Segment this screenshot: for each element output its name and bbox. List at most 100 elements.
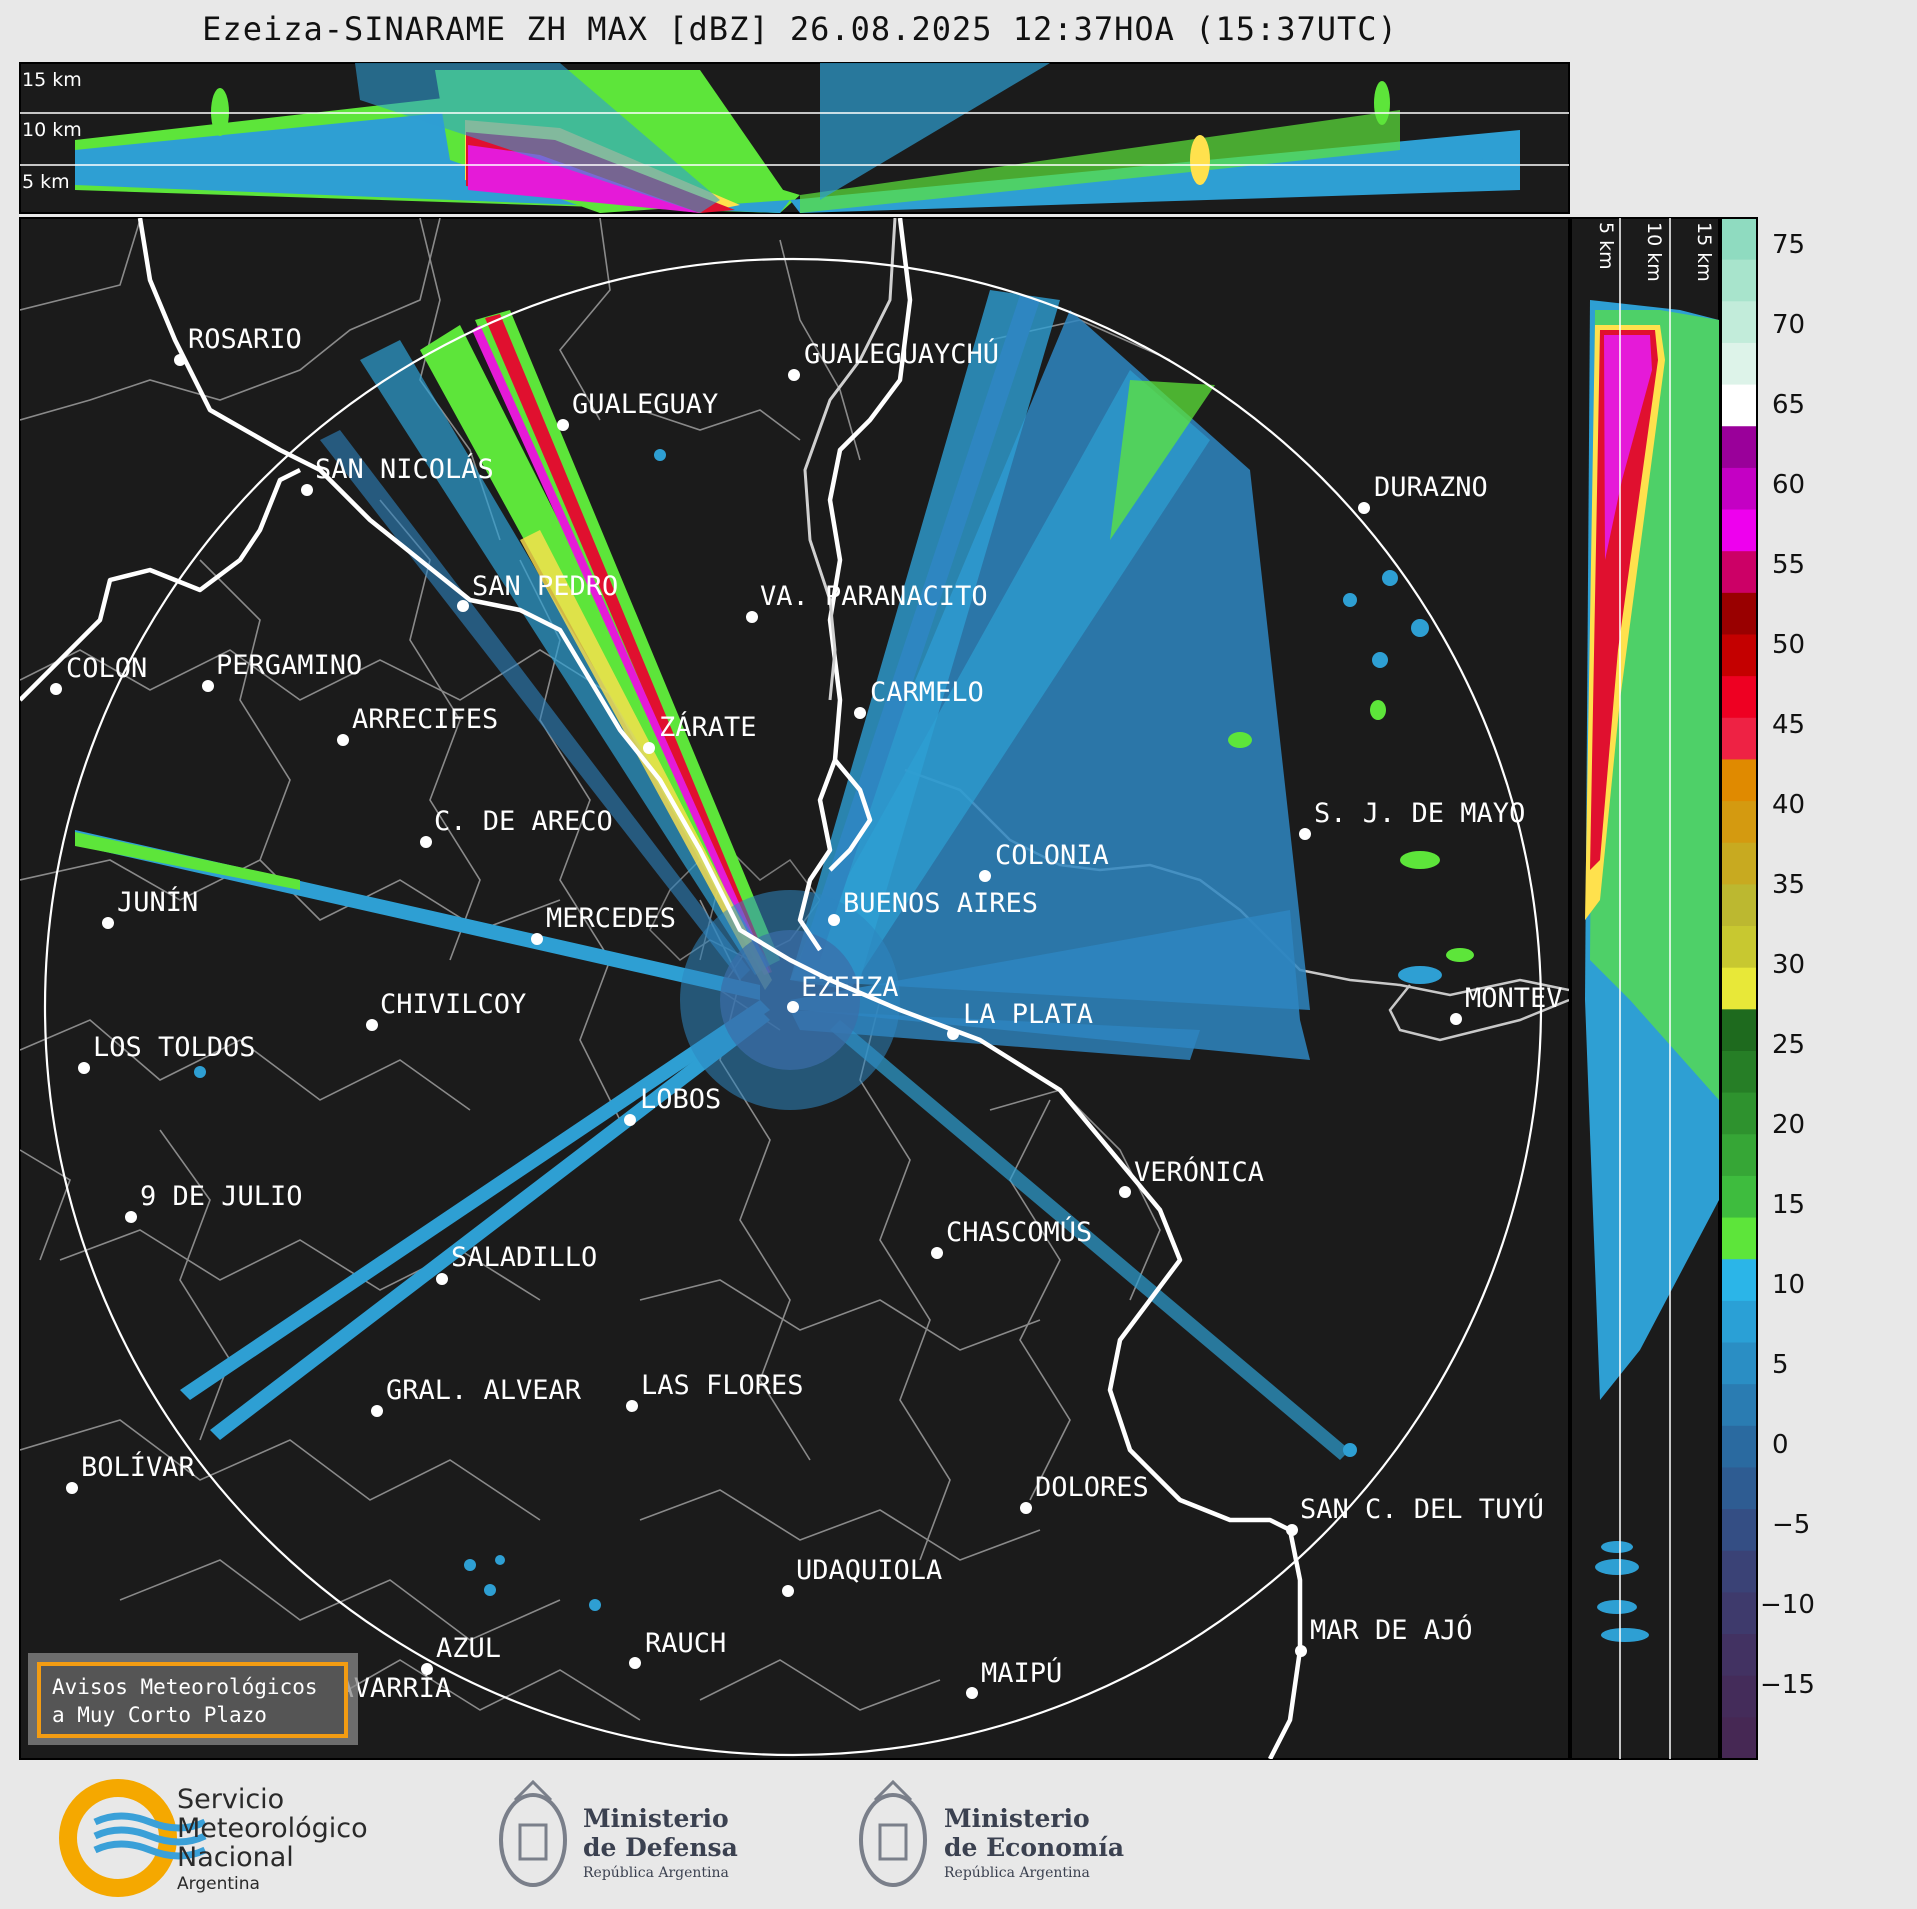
city-label: ZÁRATE — [659, 711, 757, 743]
city-label: LOBOS — [640, 1084, 721, 1115]
coastlines — [20, 218, 1303, 1759]
city-label: LA PLATA — [963, 999, 1093, 1030]
economia-line-3: República Argentina — [944, 1865, 1090, 1881]
colorbar-step — [1721, 384, 1757, 427]
smn-name-3: Nacional — [177, 1842, 294, 1873]
colorbar-step — [1721, 1717, 1757, 1760]
colorbar-step — [1721, 759, 1757, 802]
radar-map-panel: ROSARIO GUALEGUAYCHÚ GUALEGUAY SAN NICOL… — [19, 217, 1570, 1760]
colorbar-tick: 55 — [1772, 550, 1805, 580]
city-label: DOLORES — [1035, 1472, 1149, 1503]
colorbar-tick: −5 — [1772, 1510, 1810, 1540]
colorbar-tick: 15 — [1772, 1190, 1805, 1220]
city-label: ARRECIFES — [352, 704, 498, 735]
top-height-label-15: 15 km — [22, 69, 82, 91]
city-label: BOLÍVAR — [81, 1451, 196, 1483]
top-cross-section-panel: 15 km 10 km 5 km — [19, 62, 1570, 214]
city-label: MERCEDES — [546, 903, 676, 934]
smn-logo: Servicio Meteorológico Nacional Argentin… — [59, 1779, 368, 1897]
city-label: S. J. DE MAYO — [1314, 798, 1525, 829]
side-height-label-5: 5 km — [1595, 222, 1617, 270]
colorbar-tick: 60 — [1772, 470, 1805, 500]
city-label: JUNÍN — [117, 886, 198, 918]
city-label: LAS FLORES — [641, 1370, 804, 1401]
side-height-label-15: 15 km — [1693, 222, 1715, 282]
economia-logo: Ministerio de Economía República Argenti… — [859, 1779, 1124, 1887]
colorbar-step — [1721, 467, 1757, 511]
city-label: GRAL. ALVEAR — [386, 1375, 582, 1406]
range-ring — [43, 257, 1543, 1757]
colorbar-tick: 65 — [1772, 390, 1805, 420]
footer-logos: Servicio Meteorológico Nacional Argentin… — [59, 1779, 1124, 1897]
city-label: SALADILLO — [451, 1242, 597, 1273]
city-label: COLONIA — [995, 840, 1109, 871]
colorbar-step — [1721, 884, 1757, 927]
colorbar-tick: 70 — [1772, 310, 1805, 340]
colorbar-step — [1721, 259, 1757, 302]
colorbar-step — [1721, 1259, 1757, 1302]
coastline-grey — [803, 218, 897, 701]
colorbar-tick: −10 — [1760, 1590, 1815, 1620]
colorbar-tick: 35 — [1772, 870, 1805, 900]
colorbar-step — [1721, 1634, 1757, 1677]
top-height-label-10: 10 km — [22, 119, 82, 141]
city-label: MAIPÚ — [981, 1657, 1062, 1689]
colorbar-step — [1721, 1592, 1757, 1635]
colorbar-step — [1721, 1550, 1757, 1593]
colorbar-step — [1721, 218, 1757, 261]
city-label: PERGAMINO — [216, 650, 362, 681]
colorbar-tick: 5 — [1772, 1350, 1789, 1380]
city-label: CARMELO — [870, 677, 984, 708]
city-label: GUALEGUAYCHÚ — [804, 338, 999, 370]
colorbar-step — [1721, 634, 1757, 677]
colorbar-step — [1721, 1050, 1757, 1094]
defensa-line-3: República Argentina — [583, 1865, 729, 1881]
city-label: RAUCH — [645, 1628, 726, 1659]
colorbar-tick: 10 — [1772, 1270, 1805, 1300]
city-label: SAN PEDRO — [472, 571, 618, 602]
city-label: UDAQUIOLA — [796, 1555, 942, 1586]
colorbar-step — [1721, 717, 1757, 760]
city-label: VERÓNICA — [1134, 1156, 1264, 1188]
colorbar: 75 70 65 60 55 50 45 40 35 30 25 20 15 1… — [1720, 217, 1815, 1760]
colorbar-tick: 25 — [1772, 1030, 1805, 1060]
city-label: MAR DE AJÓ — [1310, 1614, 1473, 1646]
colorbar-step — [1721, 676, 1757, 719]
colorbar-step — [1721, 1425, 1757, 1468]
warning-box[interactable]: Avisos Meteorológicos a Muy Corto Plazo — [28, 1653, 358, 1745]
top-height-label-5: 5 km — [22, 171, 70, 193]
colorbar-step — [1721, 967, 1757, 1010]
city-label: C. DE ARECO — [434, 806, 613, 837]
colorbar-step — [1721, 509, 1757, 552]
colorbar-step — [1721, 842, 1757, 885]
defensa-line-1: Ministerio — [583, 1804, 729, 1833]
smn-name-2: Meteorológico — [177, 1813, 368, 1844]
uruguay-coast — [1388, 984, 1569, 1042]
colorbar-step — [1721, 1092, 1757, 1135]
defensa-logo: Ministerio de Defensa República Argentin… — [499, 1779, 738, 1887]
city-label: VA. PARANACITO — [760, 581, 988, 612]
side-cross-section-panel: 5 km 10 km 15 km — [1570, 217, 1720, 1760]
city-label: COLON — [66, 653, 147, 684]
colorbar-tick: 50 — [1772, 630, 1805, 660]
colorbar-step — [1721, 1217, 1757, 1260]
city-label: CHASCOMÚS — [946, 1216, 1092, 1248]
colorbar-tick: 45 — [1772, 710, 1805, 740]
colorbar-tick: 75 — [1772, 230, 1805, 260]
side-height-label-10: 10 km — [1643, 222, 1665, 282]
colorbar-step — [1721, 426, 1757, 469]
colorbar-tick: 30 — [1772, 950, 1805, 980]
colorbar-step — [1721, 342, 1757, 386]
colorbar-step — [1721, 1467, 1757, 1510]
economia-line-2: de Economía — [944, 1833, 1124, 1862]
city-label: DURAZNO — [1374, 472, 1488, 503]
colorbar-tick: 20 — [1772, 1110, 1805, 1140]
warning-line-1: Avisos Meteorológicos — [52, 1675, 318, 1699]
colorbar-step — [1721, 301, 1757, 344]
colorbar-step — [1721, 1384, 1757, 1427]
city-label: SAN C. DEL TUYÚ — [1300, 1493, 1544, 1525]
city-label: GUALEGUAY — [572, 389, 718, 420]
city-label: 9 DE JULIO — [140, 1181, 303, 1212]
colorbar-tick: 40 — [1772, 790, 1805, 820]
